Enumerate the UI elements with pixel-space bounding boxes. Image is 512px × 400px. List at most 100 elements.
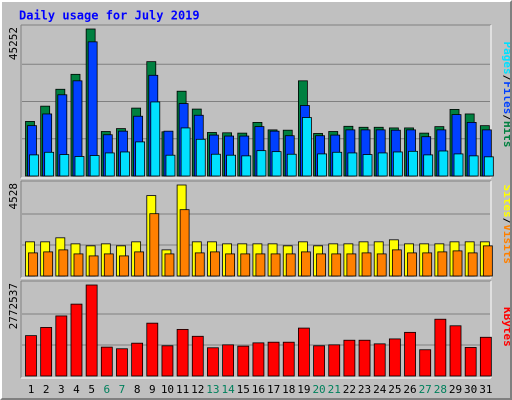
legend-separator: /: [501, 75, 510, 82]
y-max-label: 45252: [7, 27, 20, 60]
x-tick-label: 3: [58, 383, 65, 396]
bar-kbytes: [70, 303, 83, 377]
bar-pages: [165, 154, 176, 177]
bar-pages: [29, 154, 39, 177]
bar-pages: [195, 138, 206, 177]
bar-visits: [285, 253, 296, 277]
bar-visits: [422, 252, 433, 277]
bar-pages: [483, 156, 494, 177]
bar-kbytes: [343, 339, 356, 377]
bar-pages: [44, 151, 55, 177]
bar-visits: [73, 253, 84, 277]
x-tick-label: 16: [252, 383, 265, 396]
x-tick-label: 14: [221, 383, 235, 396]
bar-pages: [256, 150, 267, 177]
bar-visits: [194, 252, 205, 277]
bar-kbytes: [222, 344, 234, 377]
bar-kbytes: [237, 345, 250, 377]
chart-title: Daily usage for July 2019: [19, 9, 200, 23]
bar-pages: [226, 154, 236, 177]
x-tick-label: 30: [464, 383, 477, 396]
legend-files: Files: [501, 81, 510, 114]
x-tick-label: 28: [434, 383, 447, 396]
bar-pages: [150, 101, 161, 177]
bar-visits: [301, 251, 311, 277]
bar-kbytes: [464, 347, 477, 377]
bar-kbytes: [313, 345, 325, 377]
bar-pages: [423, 154, 434, 177]
x-tick-label: 8: [134, 383, 141, 396]
x-tick-label: 9: [149, 383, 156, 396]
x-tick-label: 13: [206, 383, 219, 396]
bar-kbytes: [116, 348, 128, 377]
bar-visits: [58, 249, 69, 277]
x-tick-label: 2: [43, 383, 50, 396]
x-tick-label: 17: [267, 383, 280, 396]
bar-kbytes: [176, 328, 189, 377]
x-tick-label: 10: [161, 383, 174, 396]
legend-separator: /: [501, 114, 510, 121]
bar-visits: [376, 253, 387, 277]
bar-visits: [225, 253, 235, 277]
legend-separator: /: [501, 218, 510, 225]
bar-pages: [211, 153, 221, 177]
bar-pages: [120, 151, 130, 177]
bar-pages: [135, 141, 146, 177]
x-tick-label: 5: [88, 383, 95, 396]
bar-visits: [149, 213, 160, 277]
x-tick-label: 12: [191, 383, 204, 396]
bar-kbytes: [40, 327, 53, 377]
x-tick-label: 6: [103, 383, 110, 396]
bar-kbytes: [449, 325, 462, 377]
bar-visits: [270, 253, 281, 277]
bar-visits: [331, 253, 342, 277]
x-tick-label: 18: [282, 383, 295, 396]
bar-kbytes: [328, 344, 341, 377]
legend-sites: Sites: [501, 185, 510, 218]
x-tick-label: 15: [237, 383, 250, 396]
bar-pages: [392, 151, 403, 177]
x-tick-label: 19: [297, 383, 310, 396]
bar-pages: [104, 152, 115, 177]
bar-kbytes: [419, 349, 432, 377]
bar-kbytes: [25, 335, 37, 377]
bar-pages: [317, 153, 327, 177]
bar-kbytes: [404, 331, 416, 377]
x-tick-label: 4: [73, 383, 80, 396]
bar-kbytes: [267, 341, 280, 377]
legend-visits: Visits: [501, 224, 510, 264]
x-tick-label: 31: [479, 383, 492, 396]
bar-kbytes: [85, 284, 98, 377]
bar-kbytes: [161, 345, 174, 377]
legend-hits-files-pages: Pages/Files/Hits: [501, 42, 510, 148]
bar-kbytes: [388, 338, 401, 377]
bar-visits: [482, 245, 493, 277]
bar-kbytes: [373, 343, 386, 377]
legend-pages: Pages: [501, 42, 510, 75]
bar-visits: [391, 249, 402, 277]
bar-pages: [302, 117, 312, 177]
x-tick-label: 29: [449, 383, 462, 396]
bar-pages: [468, 155, 479, 177]
bar-pages: [286, 153, 297, 177]
bar-visits: [103, 253, 114, 277]
bar-pages: [59, 154, 70, 177]
x-tick-label: 20: [312, 383, 325, 396]
bar-pages: [408, 150, 418, 177]
legend-hits: Hits: [501, 121, 510, 148]
bar-kbytes: [207, 347, 219, 377]
bar-pages: [74, 156, 85, 177]
bar-pages: [453, 153, 464, 177]
x-tick-label: 23: [358, 383, 371, 396]
bar-pages: [180, 127, 191, 177]
bar-pages: [241, 155, 252, 177]
bar-visits: [346, 253, 357, 277]
bar-kbytes: [191, 335, 204, 377]
bar-kbytes: [146, 322, 159, 377]
bar-visits: [255, 253, 266, 277]
bar-kbytes: [434, 318, 447, 377]
bar-visits: [452, 250, 463, 277]
bar-kbytes: [282, 341, 295, 377]
bar-pages: [271, 151, 282, 177]
